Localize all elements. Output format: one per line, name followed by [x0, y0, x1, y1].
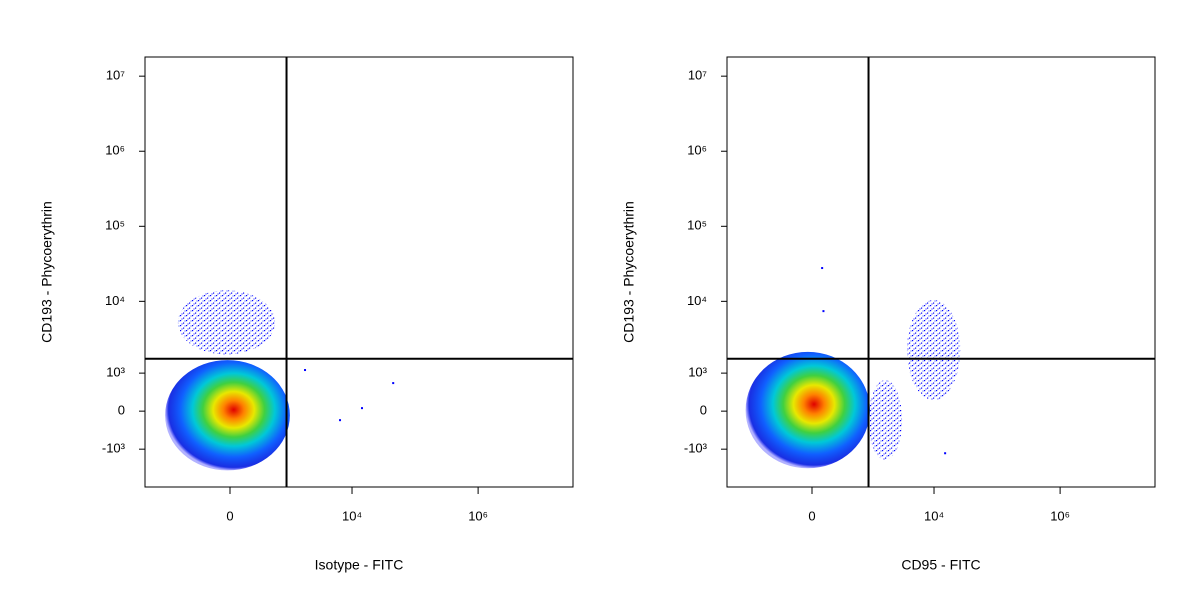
event-dot [339, 419, 342, 422]
y-tick-label: 10⁷ [688, 68, 707, 83]
x-tick-label: 10⁴ [924, 508, 944, 523]
y-tick-label: 10⁵ [687, 218, 707, 233]
y-tick-label: -10³ [102, 441, 126, 456]
x-tick-label: 0 [226, 508, 233, 523]
x-tick-label: 10⁶ [1050, 508, 1070, 523]
x-axis-title: Isotype - FITC [315, 557, 404, 573]
x-axis-title: CD95 - FITC [901, 557, 980, 573]
x-tick-label: 10⁴ [342, 508, 362, 523]
plot-frame [144, 56, 574, 488]
dense-population [745, 351, 870, 469]
y-tick-label: 10⁶ [687, 143, 707, 158]
y-tick-label: 10⁴ [105, 293, 125, 308]
y-tick-label: 0 [118, 403, 125, 418]
event-dot [822, 310, 825, 313]
y-tick-label: 10⁵ [105, 218, 125, 233]
y-tick-label: 0 [700, 403, 707, 418]
sparse-population [868, 380, 903, 461]
dense-population [165, 360, 290, 471]
y-tick-label: 10⁷ [106, 68, 125, 83]
sparse-population [906, 300, 961, 401]
y-tick-label: 10³ [688, 365, 707, 380]
event-dot [304, 369, 307, 372]
y-tick-label: 10³ [106, 365, 125, 380]
y-tick-label: -10³ [684, 441, 708, 456]
y-axis-title: CD193 - Phycoerythrin [39, 201, 55, 343]
x-tick-label: 10⁶ [468, 508, 488, 523]
sparse-population [177, 290, 276, 355]
plot-frame [726, 56, 1156, 488]
event-dot [944, 452, 947, 455]
y-tick-label: 10⁴ [687, 293, 707, 308]
y-tick-label: 10⁶ [105, 143, 125, 158]
y-axis-title: CD193 - Phycoerythrin [621, 201, 637, 343]
x-tick-label: 0 [808, 508, 815, 523]
event-dot [392, 382, 395, 385]
event-dot [361, 407, 364, 410]
event-dot [821, 267, 824, 270]
